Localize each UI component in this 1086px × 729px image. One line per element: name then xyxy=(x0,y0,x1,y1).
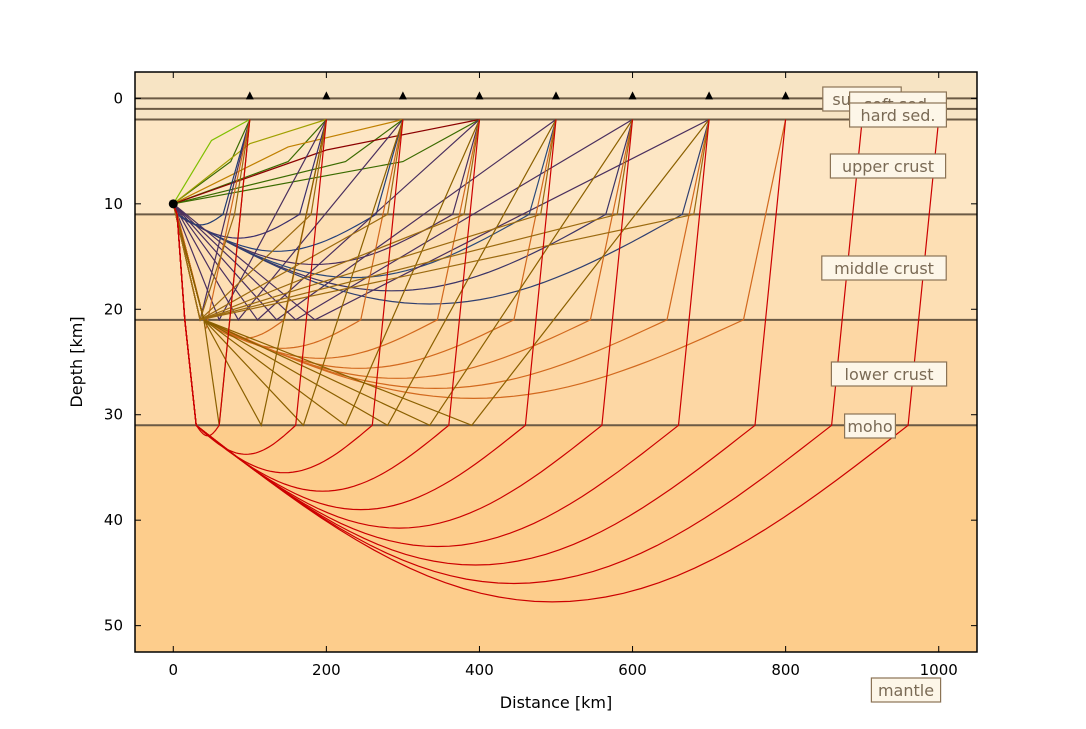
layer-fill-5 xyxy=(135,425,977,652)
source-marker xyxy=(168,199,178,209)
y-tick-label-4: 40 xyxy=(104,511,123,529)
y-tick-label-1: 10 xyxy=(104,195,123,213)
ray-direct-0 xyxy=(172,118,251,205)
source-point xyxy=(168,199,178,209)
receiver-marker-4 xyxy=(552,91,560,100)
axes: 0 200 400 600 800 1000 0 10 20 30 40 50 xyxy=(104,71,978,679)
ray-direct-4 xyxy=(173,118,404,205)
layer-label-box-7 xyxy=(870,677,942,703)
x-axis-label: Distance [km] xyxy=(500,693,612,712)
y-tick-label-5: 50 xyxy=(104,617,123,635)
x-tick-label-5: 1000 xyxy=(920,661,958,679)
ray-mantle-53 xyxy=(172,119,940,603)
ray-upper-refl-21 xyxy=(172,118,710,321)
layer-label-7: mantle xyxy=(878,681,934,700)
ray-upper-refl-11 xyxy=(172,119,327,322)
layer-label-4: middle crust xyxy=(834,259,934,278)
receiver-marker-3 xyxy=(475,91,484,100)
receiver-marker-1 xyxy=(322,91,331,100)
receiver-marker-7 xyxy=(781,91,790,100)
y-tick-label-2: 20 xyxy=(104,300,123,318)
ray-direct-b-7 xyxy=(173,118,480,205)
receiver-marker-2 xyxy=(398,91,407,100)
layer-label-box-5 xyxy=(830,361,948,387)
plot-frame xyxy=(134,71,978,653)
ray-paths xyxy=(172,118,940,603)
layer-label-box-2 xyxy=(848,102,947,128)
layer-label-3: upper crust xyxy=(842,157,934,176)
ray-direct-b-5 xyxy=(173,119,404,205)
receiver-marker-0 xyxy=(245,91,254,100)
ray-direct-6 xyxy=(173,118,480,205)
ray-direct-b-1 xyxy=(172,119,251,205)
x-tick-label-2: 400 xyxy=(465,661,494,679)
ray-mantle-44 xyxy=(172,119,251,437)
ray-lower-b-43 xyxy=(172,119,710,321)
layer-label-2: hard sed. xyxy=(861,106,936,125)
ray-lower-42 xyxy=(172,119,710,427)
receiver-marker-5 xyxy=(628,91,637,100)
layer-fill-1 xyxy=(135,108,977,120)
layer-label-6: moho xyxy=(847,417,892,436)
ray-upper-20 xyxy=(172,119,710,305)
ray-upper-refl-15 xyxy=(172,119,480,321)
receivers xyxy=(245,91,790,100)
x-tick-label-3: 600 xyxy=(618,661,647,679)
ray-middle-29 xyxy=(172,119,787,400)
ray-upper-refl-13 xyxy=(172,119,404,321)
ray-direct-2 xyxy=(172,118,327,205)
layer-label-box-4 xyxy=(821,255,947,281)
layer-label-box-6 xyxy=(843,413,896,439)
x-tick-label-4: 800 xyxy=(771,661,800,679)
y-tick-label-0: 0 xyxy=(113,89,123,107)
layer-fills xyxy=(135,72,977,652)
layer-labels: surfacesoft sed.hard sed.upper crustmidd… xyxy=(821,86,948,703)
y-axis-label: Depth [km] xyxy=(67,316,86,407)
layer-label-box-3 xyxy=(829,153,947,179)
x-tick-label-0: 0 xyxy=(168,661,178,679)
layer-label-5: lower crust xyxy=(845,365,934,384)
x-tick-label-1: 200 xyxy=(312,661,341,679)
receiver-marker-6 xyxy=(705,91,714,100)
ray-upper-refl-17 xyxy=(172,119,557,321)
y-tick-label-3: 30 xyxy=(104,406,123,424)
ray-upper-refl-19 xyxy=(172,118,633,321)
